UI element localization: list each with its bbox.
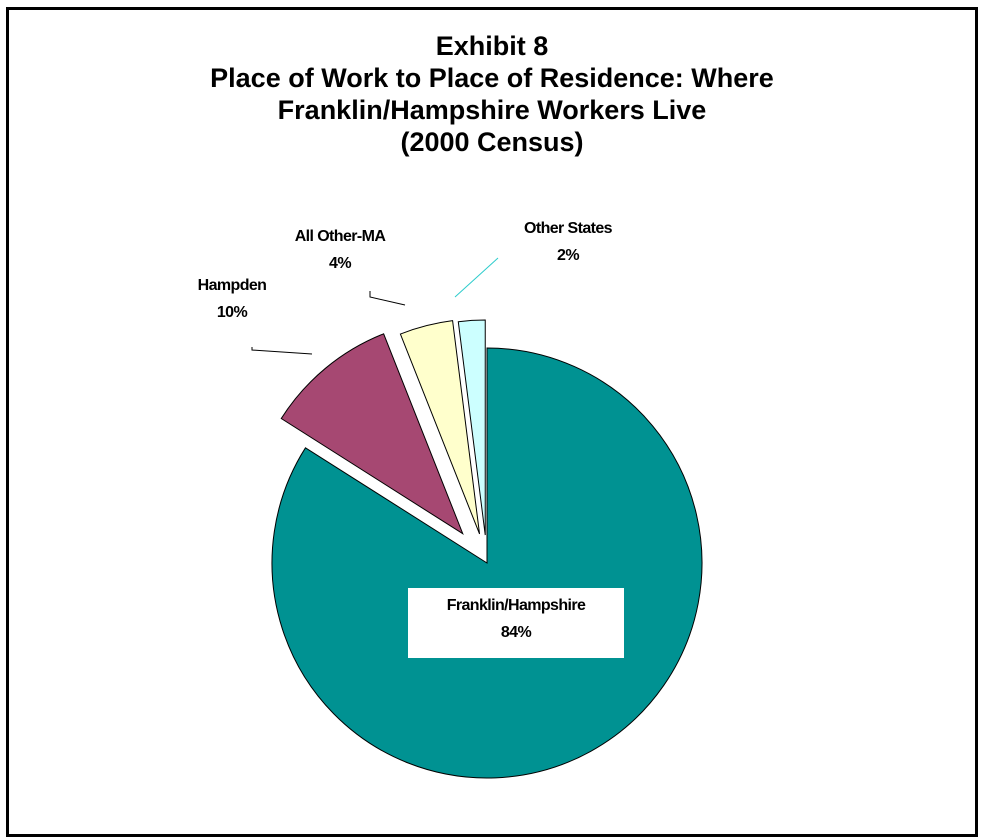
pie-slice-all-other-ma xyxy=(399,320,481,535)
title-line-2: Place of Work to Place of Residence: Whe… xyxy=(210,63,774,93)
pie-slice-other-states xyxy=(457,319,486,536)
pie-slice-hampden xyxy=(280,333,464,535)
slice-label-franklin-hampshire: Franklin/Hampshire xyxy=(447,597,586,614)
chart-title: Exhibit 8 Place of Work to Place of Resi… xyxy=(9,30,975,158)
slice-percent-franklin-hampshire: 84% xyxy=(501,624,532,641)
title-line-1: Exhibit 8 xyxy=(435,31,549,61)
slice-label-all-other-ma: All Other-MA xyxy=(295,228,387,245)
title-line-4: (2000 Census) xyxy=(400,127,584,157)
slice-percent-all-other-ma: 4% xyxy=(329,255,351,272)
leader-line-2 xyxy=(369,291,406,306)
slice-label-hampden: Hampden xyxy=(198,277,267,294)
leader-line-3 xyxy=(454,257,499,298)
leader-line-1 xyxy=(251,347,313,355)
slice-label-other-states: Other States xyxy=(524,220,613,237)
slice-percent-hampden: 10% xyxy=(217,304,248,321)
pie-slice-franklin-hampshire xyxy=(271,347,703,779)
slice-label-box xyxy=(408,588,624,658)
title-line-3: Franklin/Hampshire Workers Live xyxy=(277,95,707,125)
pie-chart: Franklin/Hampshire 84% Hampden 10% All Other… xyxy=(198,220,703,779)
slice-percent-other-states: 2% xyxy=(557,247,579,264)
